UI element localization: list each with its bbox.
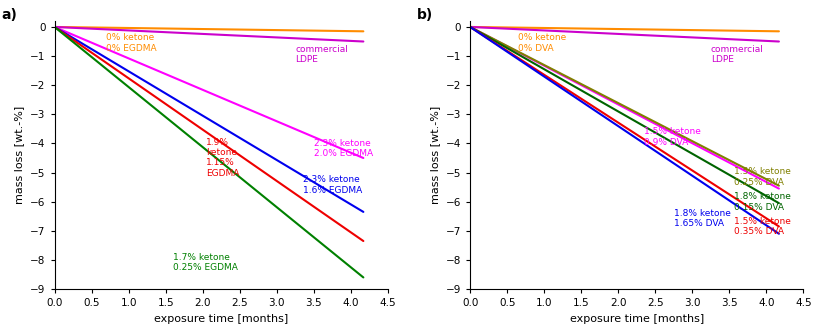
Text: commercial
LDPE: commercial LDPE (295, 45, 348, 64)
Text: commercial
LDPE: commercial LDPE (710, 45, 762, 64)
Text: 2.3% ketone
1.6% EGDMA: 2.3% ketone 1.6% EGDMA (302, 176, 361, 195)
Text: b): b) (416, 8, 432, 22)
Text: 1.8% ketone
0.15% DVA: 1.8% ketone 0.15% DVA (734, 192, 790, 212)
Y-axis label: mass loss [wt.-%]: mass loss [wt.-%] (15, 106, 25, 204)
Text: a): a) (2, 8, 17, 22)
X-axis label: exposure time [months]: exposure time [months] (154, 314, 288, 324)
X-axis label: exposure time [months]: exposure time [months] (569, 314, 703, 324)
Text: 0% ketone
0% DVA: 0% ketone 0% DVA (518, 33, 566, 53)
Y-axis label: mass loss [wt.-%]: mass loss [wt.-%] (430, 106, 440, 204)
Text: 1.5% ketone
0.35% DVA: 1.5% ketone 0.35% DVA (734, 217, 790, 236)
Text: 1.9%
ketone
1.15%
EGDMA: 1.9% ketone 1.15% EGDMA (206, 138, 239, 178)
Text: 1.7% ketone
0.25% EGDMA: 1.7% ketone 0.25% EGDMA (173, 253, 238, 272)
Text: 1.8% ketone
1.65% DVA: 1.8% ketone 1.65% DVA (673, 209, 730, 228)
Text: 1.5% ketone
0.25% DVA: 1.5% ketone 0.25% DVA (734, 167, 790, 187)
Text: 0% ketone
0% EGDMA: 0% ketone 0% EGDMA (106, 33, 156, 53)
Text: 1.5% ketone
0.9% DVA: 1.5% ketone 0.9% DVA (644, 127, 700, 147)
Text: 2.3% ketone
2.0% EGDMA: 2.3% ketone 2.0% EGDMA (314, 139, 373, 158)
